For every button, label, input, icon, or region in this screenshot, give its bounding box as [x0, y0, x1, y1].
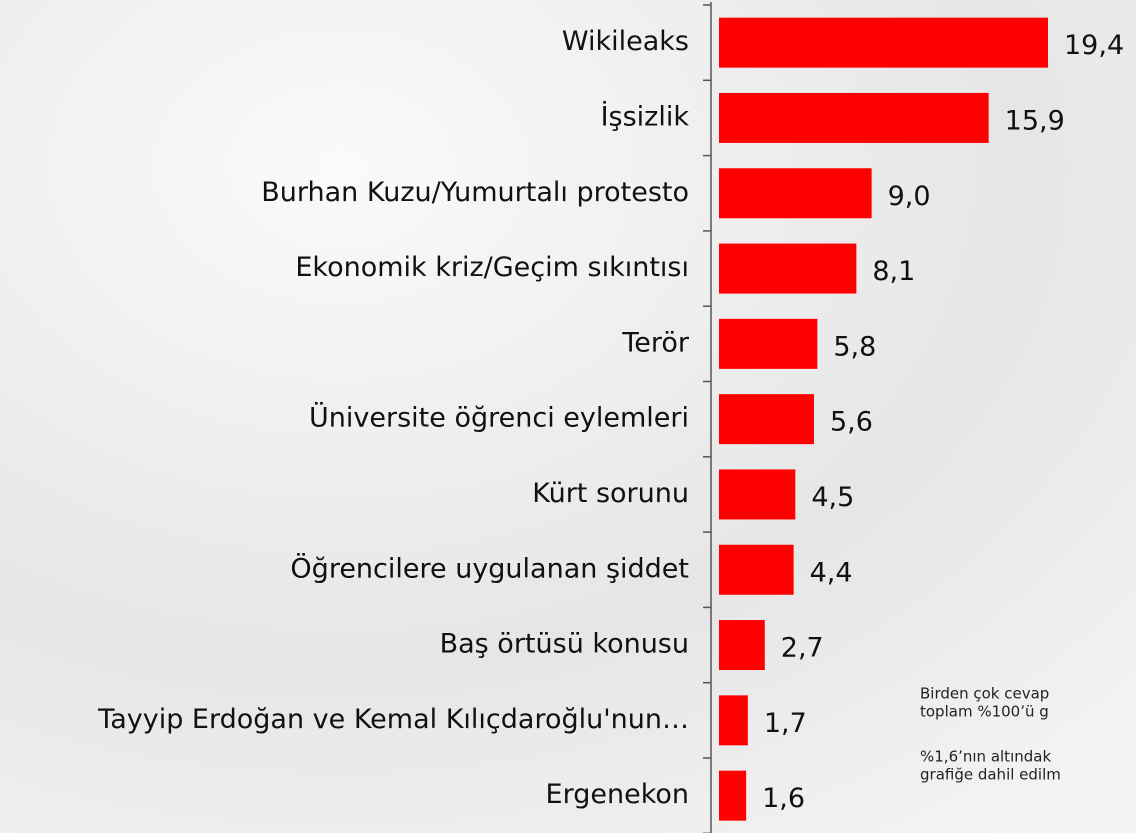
category-label: Ergenekon [546, 779, 689, 810]
value-label: 4,4 [810, 557, 853, 588]
bar [719, 394, 814, 445]
category-label: Baş örtüsü konusu [440, 629, 689, 660]
bar [719, 469, 796, 520]
value-label: 4,5 [811, 482, 854, 513]
category-label: Burhan Kuzu/Yumurtalı protesto [261, 177, 689, 208]
value-label: 15,9 [1005, 105, 1065, 136]
note: grafiğe dahil edilm [920, 766, 1061, 784]
value-label: 1,6 [762, 783, 805, 814]
value-label: 8,1 [872, 256, 915, 287]
category-label: Terör [621, 327, 690, 358]
category-label: İşsizlik [601, 100, 690, 132]
bar [719, 17, 1048, 68]
category-label: Tayyip Erdoğan ve Kemal Kılıçdaroğlu'nun… [97, 704, 689, 735]
category-label: Wikileaks [562, 26, 689, 57]
bar [719, 168, 872, 219]
value-label: 19,4 [1064, 30, 1124, 61]
bar [719, 92, 989, 143]
bar [719, 620, 765, 671]
value-label: 9,0 [888, 181, 931, 212]
bar [719, 770, 747, 821]
value-label: 2,7 [781, 633, 824, 664]
value-label: 1,7 [764, 708, 807, 739]
bar [719, 243, 857, 294]
note: toplam %100’ü g [920, 703, 1049, 721]
bar [719, 318, 818, 369]
bar [719, 695, 748, 746]
category-label: Kürt sorunu [532, 478, 689, 509]
category-label: Üniversite öğrenci eylemleri [309, 402, 689, 434]
note: %1,6’nın altındak [920, 748, 1051, 766]
note: Birden çok cevap [920, 685, 1049, 703]
category-label: Öğrencilere uygulanan şiddet [290, 552, 689, 584]
bar [719, 544, 794, 595]
category-label: Ekonomik kriz/Geçim sıkıntısı [295, 252, 689, 283]
value-label: 5,6 [830, 407, 873, 438]
value-label: 5,8 [833, 331, 876, 362]
